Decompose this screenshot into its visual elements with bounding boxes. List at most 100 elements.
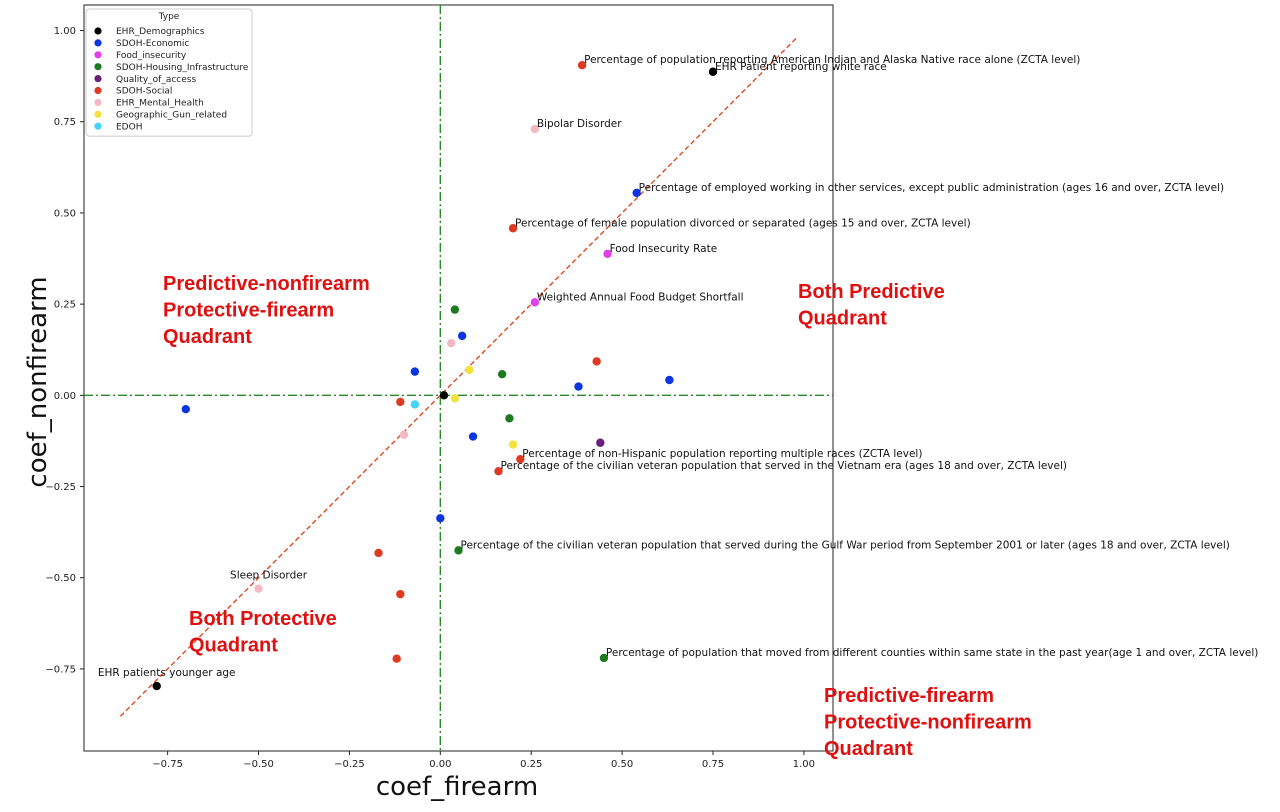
legend-marker [94, 86, 102, 95]
point-label: Weighted Annual Food Budget Shortfall [537, 291, 744, 303]
point-label: Bipolar Disorder [537, 118, 622, 130]
y-tick-label: −0.75 [45, 664, 76, 675]
quadrant-annotation-line: Protective-nonfirearm [824, 712, 1032, 734]
data-point [708, 67, 718, 76]
legend-entry: SDOH-Economic [116, 39, 189, 49]
data-point [392, 654, 401, 663]
quadrant-annotation-line: Both Protective [189, 608, 337, 630]
quadrant-annotation-line: Predictive-firearm [824, 685, 994, 707]
data-point [508, 440, 518, 449]
x-tick-label: −0.25 [334, 759, 365, 770]
legend-entry: EDOH [116, 122, 142, 132]
data-point [447, 338, 456, 348]
data-point [439, 391, 449, 400]
data-points [152, 60, 718, 691]
quadrant-annotation-line: Predictive-nonfirearm [163, 273, 370, 295]
data-point [410, 400, 420, 409]
quadrant-annotation: Both Predictive Quadrant [798, 281, 945, 330]
data-point [410, 367, 420, 376]
data-point [505, 414, 514, 423]
point-labels: Percentage of population reporting Ameri… [98, 54, 1258, 679]
data-point [665, 375, 674, 385]
data-point [603, 249, 612, 258]
point-label: Food Insecurity Rate [610, 243, 718, 255]
x-tick-label: 0.50 [611, 759, 633, 770]
quadrant-annotation-line: Quadrant [824, 738, 913, 760]
data-point [465, 365, 474, 374]
y-tick-label: −0.50 [45, 573, 76, 584]
legend-marker [94, 75, 102, 83]
legend-marker [94, 51, 102, 59]
quadrant-annotation: Predictive-nonfirearm Protective-firearm Q… [163, 273, 370, 348]
data-point [254, 584, 263, 593]
legend-marker [94, 98, 102, 106]
data-point [530, 298, 540, 307]
legend-entry: Geographic_Gun_related [116, 111, 227, 121]
data-point [396, 589, 405, 599]
x-tick-label: 0.00 [429, 759, 451, 770]
quadrant-annotation-line: Protective-firearm [163, 300, 334, 322]
quadrant-annotation: Predictive-firearm Protective-nonfirearm Q… [824, 685, 1032, 760]
y-tick-label: 0.75 [54, 117, 76, 128]
quadrant-annotation: Both Protective Quadrant [189, 608, 337, 657]
data-point [396, 397, 405, 407]
y-axis-ticks: −0.75 −0.50 −0.25 0.00 0.25 0.50 0.75 1.00 [45, 26, 84, 675]
legend-entry: SDOH-Social [116, 87, 172, 97]
point-label: Sleep Disorder [230, 570, 308, 582]
x-tick-label: 0.25 [520, 759, 542, 770]
legend-marker [94, 39, 102, 47]
x-tick-label: 0.75 [702, 759, 724, 770]
data-point [530, 124, 540, 134]
point-label: Percentage of population that moved from… [606, 647, 1258, 659]
data-point [494, 467, 503, 476]
data-point [152, 681, 161, 691]
point-label: EHR Patient reporting white race [715, 61, 887, 73]
data-point [632, 188, 641, 198]
quadrant-annotation-line: Both Predictive [798, 281, 945, 303]
data-point [450, 394, 460, 403]
data-point [374, 548, 383, 558]
quadrant-annotations: Predictive-nonfirearm Protective-firearm Q… [163, 273, 1032, 760]
legend-title: Type [158, 12, 180, 22]
point-label: EHR patients younger age [98, 667, 236, 679]
legend-marker [94, 122, 102, 130]
data-point [399, 430, 409, 439]
legend-entry: EHR_Demographics [116, 27, 205, 37]
point-label: Percentage of female population divorced… [515, 217, 971, 229]
point-label: Percentage of employed working in other … [639, 182, 1224, 194]
legend-entry: EHR_Mental_Health [116, 99, 204, 109]
data-point [181, 404, 191, 414]
data-point [508, 224, 518, 233]
y-tick-label: 1.00 [54, 26, 76, 37]
data-point [592, 357, 601, 366]
x-tick-label: 1.00 [793, 759, 815, 770]
reference-lines [84, 5, 833, 751]
data-point [516, 454, 525, 464]
y-tick-label: 0.25 [54, 300, 76, 311]
x-axis-ticks: −0.75 −0.50 −0.25 0.00 0.25 0.50 0.75 1.00 [152, 751, 815, 770]
legend-entry: Quality_of_access [116, 75, 196, 85]
data-point [599, 653, 609, 663]
legend-marker [94, 63, 102, 71]
quadrant-annotation-line: Quadrant [189, 635, 278, 657]
data-point [596, 438, 605, 447]
point-label: Percentage of non-Hispanic population re… [522, 448, 922, 460]
x-tick-label: −0.50 [243, 759, 274, 770]
data-point [574, 382, 583, 391]
legend: Type EHR_Demographics SDOH-Economic Food_in… [85, 8, 253, 137]
point-label: Percentage of population reporting Ameri… [584, 54, 1080, 66]
x-tick-label: −0.75 [152, 759, 183, 770]
y-axis-label: coef_nonfirearm [23, 276, 53, 487]
data-point [577, 60, 587, 70]
data-point [497, 369, 507, 379]
y-tick-label: 0.00 [54, 391, 76, 402]
y-tick-label: 0.50 [54, 208, 76, 219]
data-point [454, 546, 463, 555]
legend-entry: SDOH-Housing_Infrastructure [116, 63, 249, 73]
legend-box [85, 8, 253, 137]
y-tick-label: −0.25 [45, 482, 76, 493]
quadrant-annotation-line: Quadrant [798, 308, 887, 330]
point-label: Percentage of the civilian veteran popul… [461, 539, 1230, 551]
x-axis-label: coef_firearm [376, 772, 538, 802]
